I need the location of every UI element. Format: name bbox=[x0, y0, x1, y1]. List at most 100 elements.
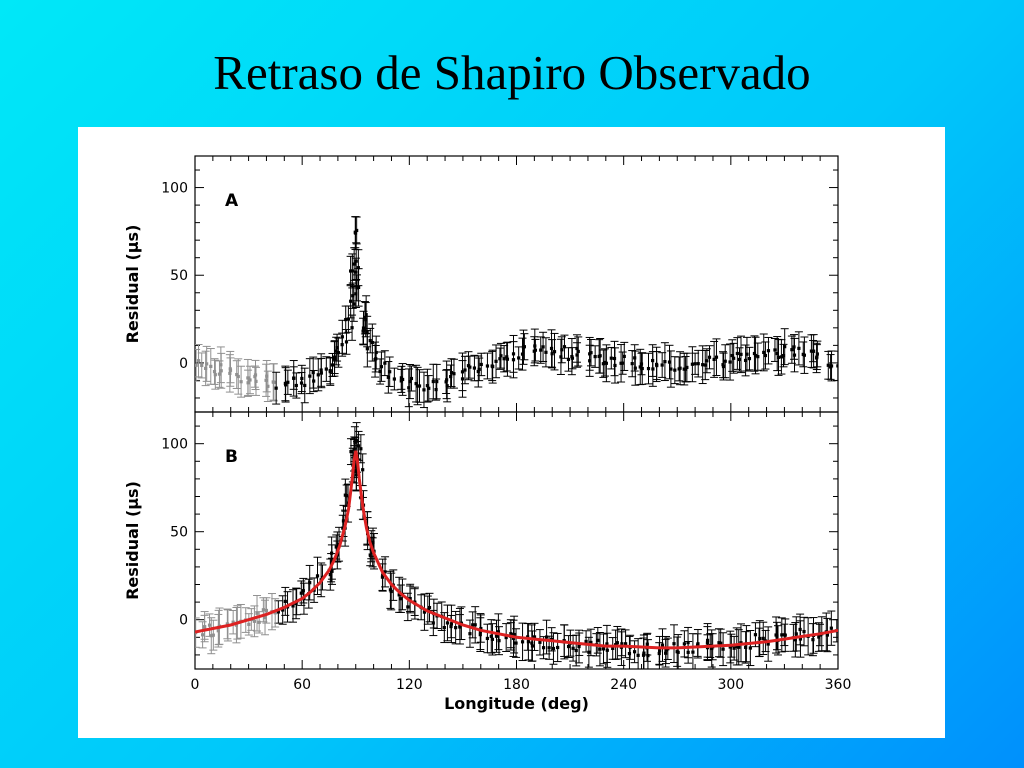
data-point bbox=[409, 376, 414, 381]
data-point bbox=[673, 368, 677, 372]
data-point bbox=[737, 357, 742, 362]
data-point bbox=[651, 367, 655, 371]
data-point bbox=[209, 364, 213, 368]
data-point bbox=[686, 641, 690, 645]
data-point bbox=[383, 570, 387, 574]
data-point bbox=[330, 551, 334, 555]
data-point bbox=[728, 360, 732, 364]
data-point bbox=[466, 364, 471, 368]
data-point bbox=[364, 318, 368, 322]
data-point bbox=[526, 640, 531, 644]
data-point bbox=[489, 634, 493, 638]
plot-area bbox=[195, 422, 838, 669]
data-point bbox=[633, 356, 637, 360]
y-axis-label: Residual (μs) bbox=[123, 481, 142, 600]
data-point bbox=[609, 356, 613, 360]
data-point bbox=[779, 355, 784, 359]
data-point bbox=[690, 362, 694, 366]
data-point bbox=[783, 345, 787, 349]
data-point bbox=[228, 367, 232, 371]
data-point bbox=[517, 356, 521, 360]
data-point bbox=[491, 365, 495, 369]
data-point bbox=[551, 646, 556, 651]
data-point bbox=[549, 346, 554, 351]
data-point bbox=[299, 591, 303, 595]
data-point bbox=[646, 366, 651, 371]
data-point bbox=[257, 620, 261, 624]
data-point bbox=[664, 651, 668, 655]
data-point bbox=[344, 340, 349, 344]
data-point bbox=[415, 384, 420, 388]
data-point bbox=[205, 362, 209, 366]
data-point bbox=[414, 382, 418, 386]
data-point bbox=[504, 635, 508, 640]
data-point bbox=[494, 359, 498, 363]
data-point bbox=[315, 574, 320, 578]
data-point bbox=[477, 367, 481, 371]
data-point bbox=[319, 368, 323, 372]
data-point bbox=[811, 638, 815, 642]
data-point bbox=[276, 610, 280, 614]
data-point bbox=[562, 345, 567, 349]
data-point bbox=[301, 589, 305, 593]
data-point bbox=[212, 369, 217, 374]
data-point bbox=[530, 644, 535, 648]
data-point bbox=[294, 383, 298, 388]
data-point bbox=[479, 626, 483, 631]
data-point bbox=[776, 355, 781, 359]
data-point bbox=[335, 346, 339, 350]
data-point bbox=[601, 362, 605, 366]
data-point bbox=[588, 359, 592, 363]
data-point bbox=[570, 356, 575, 360]
data-point bbox=[601, 647, 606, 651]
data-point bbox=[712, 357, 716, 362]
data-point bbox=[359, 447, 363, 451]
data-point bbox=[584, 639, 588, 644]
data-point bbox=[775, 351, 779, 356]
data-point bbox=[559, 355, 563, 359]
data-point bbox=[663, 360, 667, 364]
data-point bbox=[479, 362, 483, 367]
data-point bbox=[445, 384, 449, 388]
data-point bbox=[341, 526, 345, 530]
data-point bbox=[636, 653, 640, 657]
plot-frame bbox=[194, 155, 839, 413]
data-point bbox=[775, 634, 779, 638]
data-point bbox=[611, 646, 615, 651]
data-point bbox=[490, 637, 495, 641]
data-point bbox=[388, 588, 393, 592]
data-point bbox=[485, 636, 489, 641]
data-point bbox=[640, 366, 644, 371]
data-point bbox=[753, 633, 758, 637]
data-point bbox=[766, 642, 770, 646]
data-point bbox=[498, 357, 502, 361]
data-point bbox=[509, 632, 513, 636]
data-point bbox=[730, 353, 734, 358]
data-point bbox=[332, 357, 337, 361]
data-point bbox=[574, 648, 578, 653]
data-point bbox=[266, 384, 270, 388]
data-point bbox=[685, 365, 689, 370]
data-point bbox=[589, 640, 593, 645]
data-point bbox=[355, 228, 359, 233]
data-point bbox=[719, 641, 723, 645]
data-point bbox=[520, 352, 525, 356]
data-point bbox=[598, 647, 602, 651]
data-point bbox=[597, 354, 601, 359]
data-point bbox=[633, 366, 637, 370]
data-point bbox=[705, 359, 709, 363]
data-point bbox=[264, 378, 268, 382]
data-point bbox=[253, 373, 258, 377]
data-point bbox=[735, 644, 739, 649]
data-point bbox=[570, 355, 574, 359]
panel-a: 0 50 100 Residual (μs) A bbox=[123, 155, 839, 413]
x-tick-label: 120 bbox=[396, 677, 423, 693]
data-point bbox=[303, 383, 307, 388]
data-point bbox=[605, 648, 609, 652]
data-point bbox=[263, 615, 267, 620]
data-point bbox=[361, 329, 365, 333]
data-point bbox=[354, 270, 358, 274]
data-point bbox=[349, 450, 353, 454]
data-point bbox=[717, 641, 721, 645]
data-point bbox=[365, 347, 369, 351]
